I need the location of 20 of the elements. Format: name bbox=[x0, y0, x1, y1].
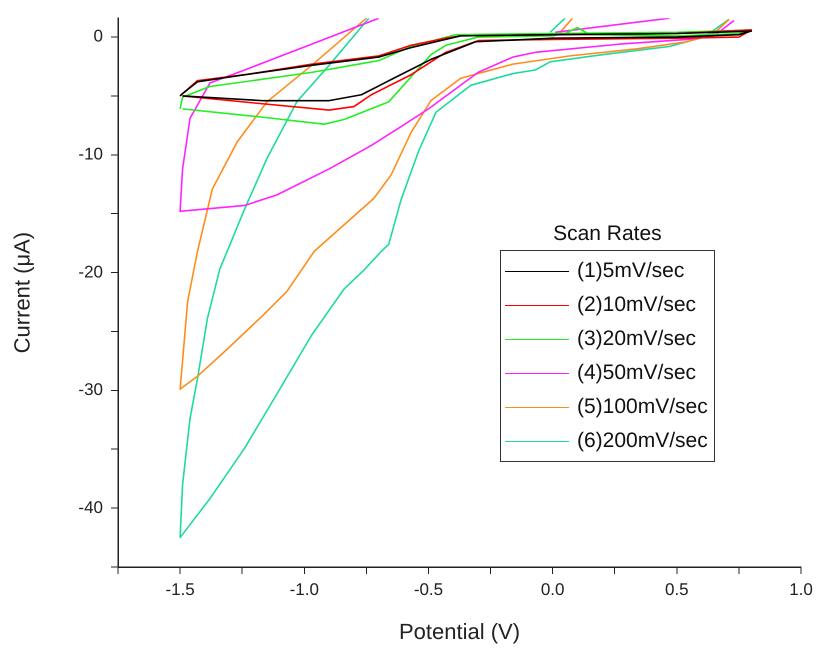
legend-title: Scan Rates bbox=[552, 222, 663, 246]
x-tick-label: -1.0 bbox=[290, 580, 319, 599]
legend-label: (4)50mV/sec bbox=[577, 361, 696, 385]
x-tick-label: 0.5 bbox=[665, 580, 689, 599]
y-tick-label: 0 bbox=[94, 26, 103, 46]
x-tick-label: -1.5 bbox=[165, 580, 195, 599]
y-tick-label: -40 bbox=[78, 498, 103, 517]
legend-label: (3)20mV/sec bbox=[577, 327, 696, 351]
y-tick-label: -20 bbox=[78, 262, 103, 282]
y-tick-label: -10 bbox=[78, 144, 103, 164]
legend-label: (6)200mV/sec bbox=[577, 429, 708, 453]
x-tick-label: 1.0 bbox=[789, 580, 813, 599]
x-axis-title: Potential (V) bbox=[398, 618, 520, 644]
legend-label: (2)10mV/sec bbox=[577, 293, 696, 317]
y-axis-title: Current (μA) bbox=[9, 232, 34, 354]
x-tick-label: -0.5 bbox=[414, 580, 444, 599]
legend-label: (1)5mV/sec bbox=[577, 259, 684, 283]
y-tick-label: -30 bbox=[78, 380, 103, 400]
legend-label: (5)100mV/sec bbox=[577, 395, 708, 419]
x-tick-label: 0.0 bbox=[540, 580, 564, 599]
